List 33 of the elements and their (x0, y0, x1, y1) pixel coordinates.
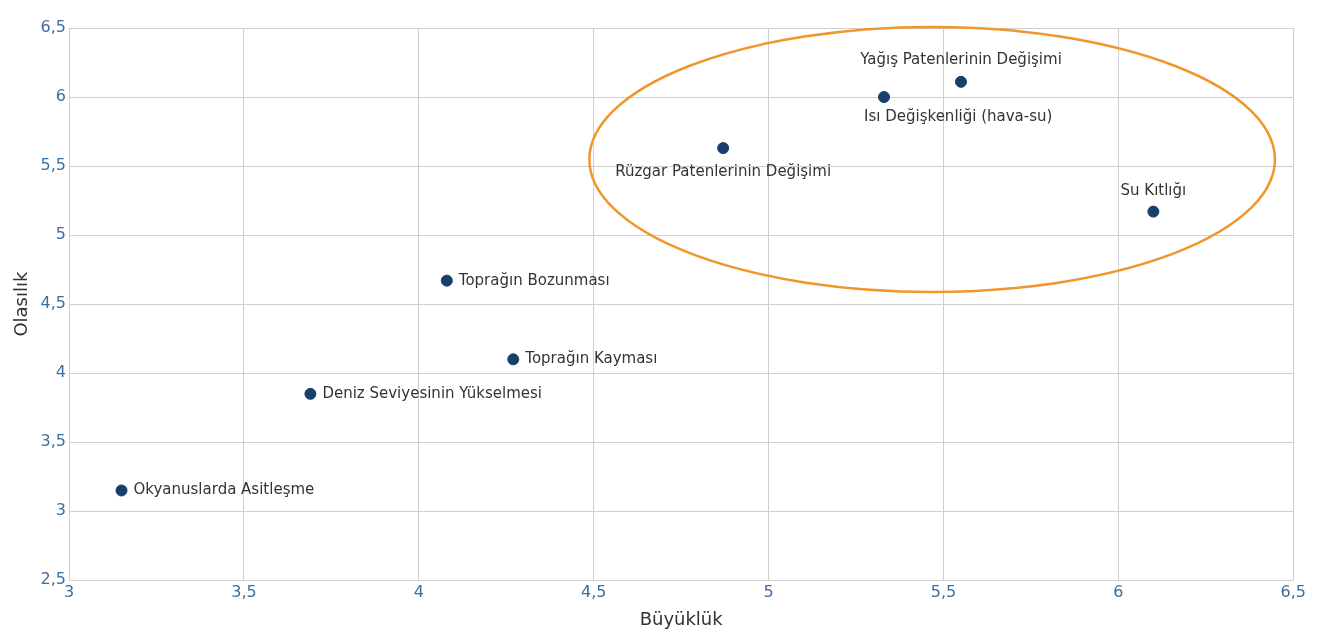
y-axis-title: Olasılık (10, 271, 32, 337)
x-tick-label: 6 (1113, 581, 1124, 601)
annotation: Okyanuslarda Asitleşme (133, 480, 315, 499)
y-tick-label: 6,5 (40, 17, 67, 37)
x-tick-label: 5 (763, 581, 774, 601)
annotation: Toprağın Bozunması (457, 270, 610, 289)
y-tick-label: 6 (55, 86, 67, 106)
annotation: Yağış Patenlerinin Değişimi (859, 49, 1062, 68)
point (717, 142, 730, 155)
annotation: Toprağın Kayması (524, 349, 658, 368)
point (1147, 205, 1160, 218)
point (115, 484, 128, 497)
x-tick-label: 6,5 (1280, 581, 1306, 601)
x-axis-title: Büyüklük (639, 607, 724, 629)
annotation: Isı Değişkenliği (hava-su) (864, 106, 1053, 125)
y-tick-label: 3,5 (40, 431, 67, 451)
point (304, 387, 317, 400)
point (954, 75, 967, 88)
y-tick-label: 5,5 (40, 155, 67, 175)
x-tick-label: 4 (413, 581, 424, 601)
y-tick-label: 4 (55, 362, 67, 382)
annotation: Deniz Seviyesinin Yükselmesi (322, 383, 542, 402)
x-tick-label: 4,5 (580, 581, 607, 601)
y-tick-label: 4,5 (40, 293, 67, 313)
point (440, 274, 453, 287)
annotation: Rüzgar Patenlerinin Değişimi (615, 161, 832, 180)
annotation: Su Kıtlığı (1120, 181, 1187, 200)
y-tick-label: 3 (55, 500, 67, 520)
x-tick-label: 3,5 (231, 581, 257, 601)
point (878, 91, 891, 104)
x-tick-label: 5,5 (930, 581, 957, 601)
point (507, 353, 520, 366)
y-tick-label: 5 (55, 224, 67, 244)
